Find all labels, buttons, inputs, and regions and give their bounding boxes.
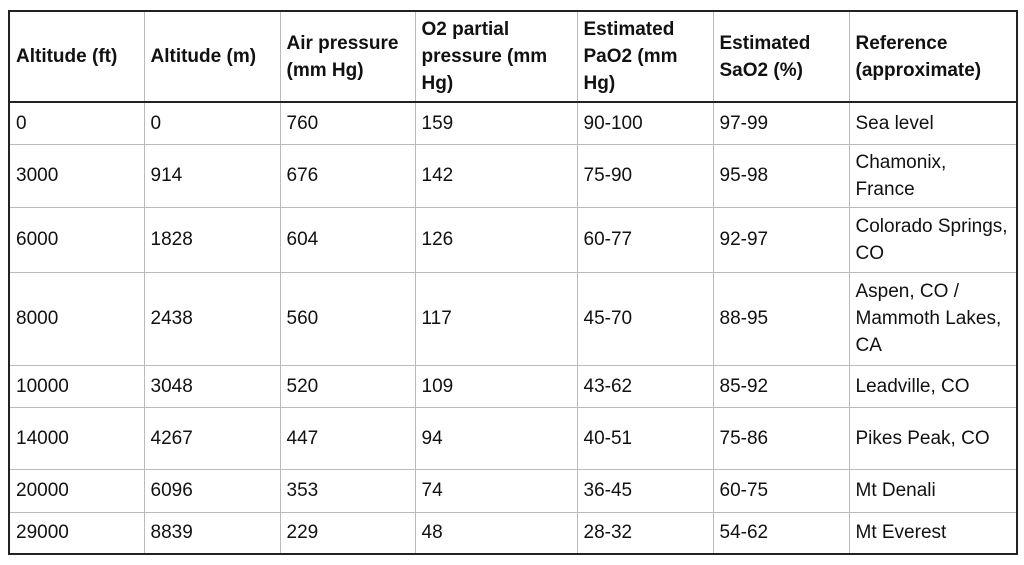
table-cell: 75-86 [712,406,850,470]
table-cell: 36-45 [576,468,714,513]
table-cell: 159 [414,101,578,145]
altitude-table: Altitude (ft) Altitude (m) Air pressure (m… [8,10,1018,555]
table-cell: 520 [279,364,416,408]
table-cell: 3000 [8,143,145,208]
table-cell: 604 [279,206,416,273]
table-row: 8000 2438 560 117 45-70 88-95 Aspen, CO / Mamm… [8,271,1018,366]
header-cell: Air pressure (mm Hg) [279,10,416,103]
header-cell: Altitude (m) [143,10,281,103]
table-cell: 97-99 [712,101,850,145]
table-cell: 4267 [143,406,281,470]
table-cell: 40-51 [576,406,714,470]
table-cell: 48 [414,511,578,555]
header-cell: O2 partial pressure (mm Hg) [414,10,578,103]
table-cell: Pikes Peak, CO [848,406,1018,470]
table-cell: 10000 [8,364,145,408]
table-cell: 109 [414,364,578,408]
table-body: 0 0 760 159 90-100 97-99 Sea level 3000 914 676 14… [8,101,1018,555]
table-cell: 142 [414,143,578,208]
table-row: 10000 3048 520 109 43-62 85-92 Leadville, CO [8,364,1018,408]
table-cell: 229 [279,511,416,555]
table-cell: 914 [143,143,281,208]
table-cell: 117 [414,271,578,366]
table-cell: 28-32 [576,511,714,555]
table-cell: 88-95 [712,271,850,366]
table-cell: 6000 [8,206,145,273]
table-cell: 95-98 [712,143,850,208]
table-cell: 43-62 [576,364,714,408]
table-cell: 2438 [143,271,281,366]
header-row: Altitude (ft) Altitude (m) Air pressure (m… [8,10,1018,103]
table-cell: 0 [8,101,145,145]
table-cell: 85-92 [712,364,850,408]
table-row: 3000 914 676 142 75-90 95-98 Chamonix, France [8,143,1018,208]
table-cell: 60-75 [712,468,850,513]
table-row: 6000 1828 604 126 60-77 92-97 Colorado Springs… [8,206,1018,273]
table-cell: 94 [414,406,578,470]
table-cell: 29000 [8,511,145,555]
table-cell: 447 [279,406,416,470]
table-cell: 14000 [8,406,145,470]
table-cell: 6096 [143,468,281,513]
table-row: 20000 6096 353 74 36-45 60-75 Mt Denali [8,468,1018,513]
table-cell: 90-100 [576,101,714,145]
table-cell: 45-70 [576,271,714,366]
table-cell: 74 [414,468,578,513]
table-cell: 760 [279,101,416,145]
table-cell: 8000 [8,271,145,366]
header-cell: Estimated PaO2 (mm Hg) [576,10,714,103]
table-cell: Sea level [848,101,1018,145]
table-cell: Chamonix, France [848,143,1018,208]
table-cell: 1828 [143,206,281,273]
table-cell: 3048 [143,364,281,408]
table-cell: 75-90 [576,143,714,208]
table-cell: 92-97 [712,206,850,273]
table-cell: 54-62 [712,511,850,555]
table-cell: Colorado Springs, CO [848,206,1018,273]
table-cell: Leadville, CO [848,364,1018,408]
header-cell: Estimated SaO2 (%) [712,10,850,103]
table-cell: Mt Denali [848,468,1018,513]
table-cell: 20000 [8,468,145,513]
table-cell: 60-77 [576,206,714,273]
header-cell: Reference (approximate) [848,10,1018,103]
table-cell: 353 [279,468,416,513]
table-head: Altitude (ft) Altitude (m) Air pressure (m… [8,10,1018,103]
table-row: 0 0 760 159 90-100 97-99 Sea level [8,101,1018,145]
table-cell: 8839 [143,511,281,555]
table-row: 14000 4267 447 94 40-51 75-86 Pikes Peak, CO [8,406,1018,470]
table-cell: 676 [279,143,416,208]
table-cell: 126 [414,206,578,273]
table-cell: 560 [279,271,416,366]
table-cell: Aspen, CO / Mammoth Lakes, CA [848,271,1018,366]
header-cell: Altitude (ft) [8,10,145,103]
table-row: 29000 8839 229 48 28-32 54-62 Mt Everest [8,511,1018,555]
table-cell: 0 [143,101,281,145]
table-cell: Mt Everest [848,511,1018,555]
